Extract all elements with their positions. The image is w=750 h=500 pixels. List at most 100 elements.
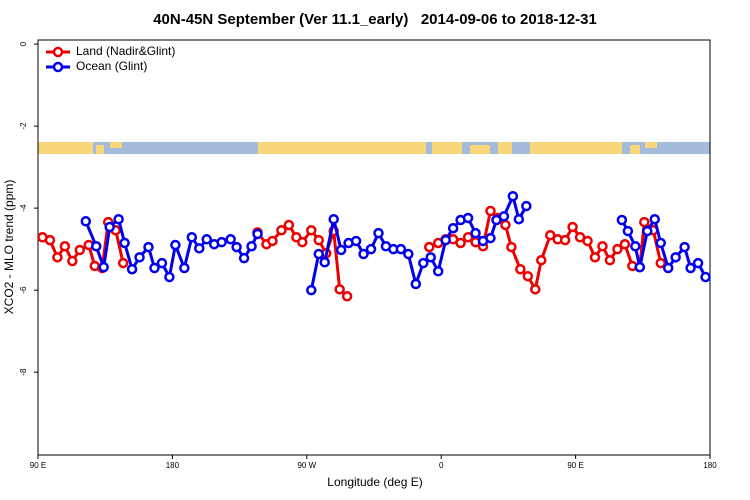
data-point bbox=[252, 228, 263, 240]
data-point bbox=[455, 237, 466, 249]
data-point bbox=[418, 257, 429, 269]
data-point bbox=[297, 236, 308, 248]
data-point bbox=[216, 236, 227, 248]
data-point bbox=[515, 263, 526, 275]
data-point bbox=[186, 231, 198, 243]
data-point bbox=[306, 225, 317, 236]
data-point bbox=[143, 241, 154, 253]
data-point bbox=[59, 241, 71, 252]
data-point bbox=[655, 257, 666, 269]
data-point bbox=[283, 219, 295, 231]
x-tick-label: 0 bbox=[439, 461, 444, 470]
data-point bbox=[365, 243, 377, 255]
x-tick-label: 180 bbox=[166, 461, 180, 470]
y-tick-label: 0 bbox=[19, 41, 28, 46]
data-point bbox=[642, 225, 653, 237]
legend-marker bbox=[52, 46, 64, 58]
data-point bbox=[582, 235, 593, 247]
data-point bbox=[52, 252, 63, 263]
x-tick-label: 90 E bbox=[30, 461, 46, 470]
data-point bbox=[113, 213, 124, 225]
data-point bbox=[462, 212, 474, 224]
data-point bbox=[425, 252, 436, 263]
y-tick-label: -4 bbox=[19, 204, 28, 212]
data-point bbox=[470, 227, 481, 239]
data-point bbox=[74, 244, 86, 256]
data-point bbox=[80, 216, 92, 227]
data-point bbox=[156, 257, 168, 269]
data-point bbox=[373, 227, 384, 239]
data-point bbox=[649, 213, 660, 225]
y-tick-label: -8 bbox=[19, 368, 28, 376]
data-point bbox=[685, 262, 696, 274]
x-tick-label: 90 W bbox=[297, 461, 316, 470]
data-point bbox=[522, 270, 534, 282]
data-point bbox=[328, 213, 339, 225]
data-point bbox=[447, 222, 459, 234]
data-point bbox=[639, 216, 650, 228]
data-point bbox=[225, 234, 236, 245]
data-point bbox=[246, 241, 257, 252]
data-point bbox=[90, 241, 102, 252]
data-point bbox=[432, 266, 444, 277]
x-tick-label: 180 bbox=[703, 461, 717, 470]
data-point bbox=[44, 234, 56, 246]
data-point bbox=[589, 252, 601, 263]
data-point bbox=[149, 262, 160, 274]
data-point bbox=[679, 241, 690, 253]
legend-marker bbox=[52, 61, 64, 73]
data-point bbox=[692, 257, 704, 269]
data-point bbox=[104, 221, 115, 233]
data-point bbox=[506, 241, 517, 253]
legend-label: Ocean (Glint) bbox=[76, 59, 147, 73]
data-point bbox=[341, 291, 353, 302]
data-point bbox=[424, 241, 435, 253]
data-point bbox=[313, 248, 324, 260]
data-point bbox=[350, 235, 362, 247]
x-tick-label: 90 E bbox=[567, 461, 583, 470]
chart-title: 40N-45N September (Ver 11.1_early) 2014-… bbox=[153, 11, 597, 28]
data-point bbox=[507, 190, 519, 202]
data-point bbox=[276, 225, 287, 236]
data-point bbox=[134, 252, 145, 263]
data-point bbox=[98, 261, 109, 273]
data-point bbox=[238, 252, 250, 264]
data-point bbox=[67, 255, 78, 267]
data-point bbox=[358, 248, 369, 260]
data-point bbox=[619, 238, 631, 250]
data-point bbox=[179, 262, 190, 274]
x-axis-label: Longitude (deg E) bbox=[327, 475, 422, 489]
plot-frame bbox=[37, 39, 711, 456]
data-point bbox=[335, 244, 347, 256]
data-point bbox=[395, 243, 407, 255]
data-point bbox=[267, 235, 278, 247]
y-tick-label: -2 bbox=[19, 122, 28, 130]
data-point bbox=[630, 241, 641, 252]
data-point bbox=[530, 284, 541, 295]
data-point bbox=[536, 254, 547, 266]
data-point bbox=[498, 211, 510, 222]
data-point bbox=[126, 263, 138, 275]
data-point bbox=[544, 229, 556, 241]
y-tick-label: -6 bbox=[19, 286, 28, 294]
data-point bbox=[170, 239, 181, 251]
data-point bbox=[500, 219, 511, 231]
data-point bbox=[612, 243, 623, 255]
y-axis-label: XCO2 - MLO trend (ppm) bbox=[2, 180, 16, 315]
data-point bbox=[513, 213, 525, 225]
data-point bbox=[194, 243, 205, 254]
data-point bbox=[662, 262, 674, 274]
data-point bbox=[604, 254, 616, 266]
data-point bbox=[164, 271, 175, 283]
data-point bbox=[334, 284, 345, 295]
data-point bbox=[403, 248, 414, 260]
data-point bbox=[485, 205, 496, 217]
data-point bbox=[119, 237, 130, 249]
data-point bbox=[410, 278, 422, 290]
data-point bbox=[616, 214, 628, 226]
data-point bbox=[670, 252, 681, 263]
data-point bbox=[117, 257, 129, 269]
data-point bbox=[485, 232, 496, 244]
data-point bbox=[634, 261, 646, 273]
